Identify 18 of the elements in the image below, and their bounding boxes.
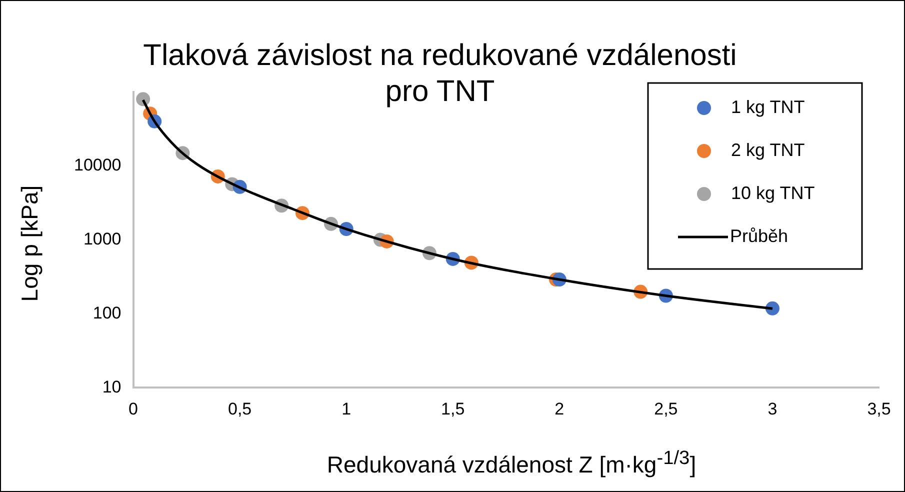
- x-tick-label: 1: [342, 399, 352, 418]
- x-tick-label: 0: [128, 399, 138, 418]
- y-tick-label: 10000: [74, 156, 122, 175]
- y-axis-title: Log p [kPa]: [16, 184, 44, 304]
- y-tick-label: 10: [102, 377, 122, 396]
- legend-label: Průběh: [730, 226, 788, 246]
- y-tick-label: 1000: [83, 229, 122, 248]
- legend-label: 10 kg TNT: [731, 182, 815, 203]
- x-tick-label: 2,5: [654, 399, 678, 418]
- x-tick-label: 0,5: [228, 399, 252, 418]
- point: [136, 92, 150, 106]
- x-tick-label: 3: [768, 399, 778, 418]
- x-tick-label: 3,5: [867, 399, 891, 418]
- x-tick-label: 1,5: [441, 399, 465, 418]
- y-tick-label: 100: [92, 303, 122, 322]
- x-tick-label: 2: [554, 399, 564, 418]
- legend-label: 2 kg TNT: [731, 140, 805, 160]
- x-axis-title: Redukovaná vzdálenost Z [m·kg$^{-1/3}$]: [326, 448, 698, 479]
